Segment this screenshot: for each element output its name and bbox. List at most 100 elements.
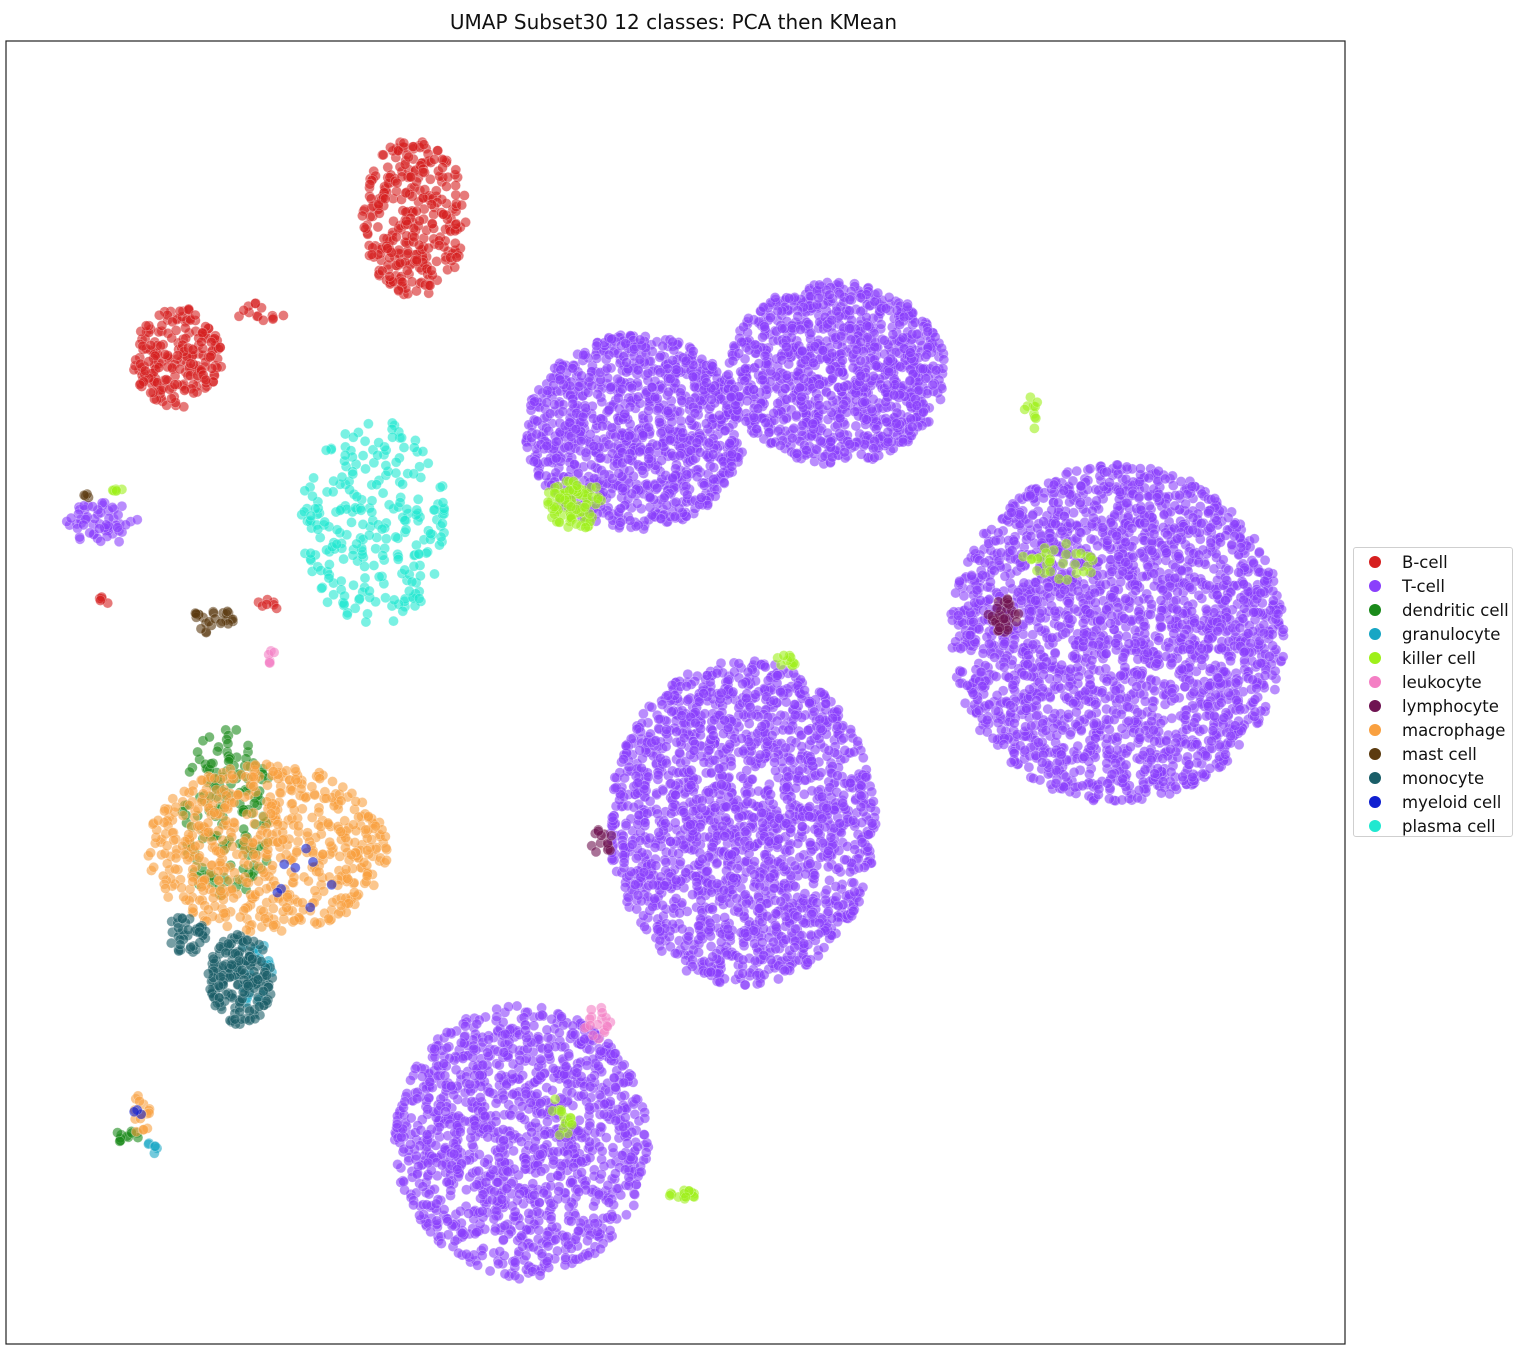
data-point: [1085, 740, 1097, 752]
data-point: [1204, 580, 1215, 592]
data-point: [897, 332, 909, 344]
data-point: [689, 407, 701, 419]
data-point: [554, 374, 566, 386]
data-point: [670, 496, 682, 508]
data-point: [1096, 687, 1108, 699]
data-point: [959, 697, 971, 709]
data-point: [1065, 729, 1076, 741]
data-point: [588, 473, 600, 484]
data-point: [214, 342, 226, 353]
data-point: [1100, 663, 1111, 675]
data-point: [654, 351, 666, 363]
data-point: [1153, 635, 1164, 646]
data-point: [855, 306, 867, 317]
data-point: [366, 249, 378, 260]
data-point: [805, 327, 817, 339]
data-point: [983, 638, 995, 650]
data-point: [882, 355, 894, 367]
data-point: [1047, 712, 1059, 724]
data-point: [450, 219, 462, 230]
data-point: [667, 336, 678, 348]
data-point: [615, 503, 627, 514]
data-point: [783, 293, 795, 304]
data-point: [722, 369, 734, 380]
data-point: [1018, 669, 1030, 681]
data-point: [1121, 461, 1133, 473]
data-point: [261, 599, 273, 610]
data-point: [1064, 517, 1076, 529]
data-point: [1065, 663, 1076, 675]
data-point: [563, 440, 574, 452]
data-point: [178, 401, 190, 413]
data-point: [570, 423, 582, 435]
data-point: [1104, 477, 1115, 488]
data-point: [204, 351, 216, 363]
data-point: [378, 149, 389, 161]
data-point: [1121, 497, 1132, 509]
data-point: [623, 430, 635, 442]
data-point: [845, 334, 857, 346]
data-points: [61, 136, 1289, 1285]
data-point: [603, 439, 615, 451]
data-point: [643, 453, 655, 465]
data-point: [584, 428, 596, 440]
data-point: [433, 240, 445, 251]
data-point: [930, 364, 942, 376]
data-point: [1072, 585, 1084, 597]
data-point: [759, 350, 771, 362]
data-point: [1038, 516, 1049, 527]
data-point: [398, 137, 410, 149]
data-point: [145, 387, 156, 399]
data-point: [1254, 566, 1265, 578]
data-point: [1125, 741, 1136, 753]
data-point: [1059, 584, 1070, 596]
data-point: [869, 341, 881, 353]
data-point: [791, 448, 803, 459]
data-point: [826, 314, 838, 326]
data-point: [425, 174, 436, 185]
data-point: [1278, 624, 1289, 635]
data-point: [654, 416, 665, 428]
data-point: [634, 446, 645, 458]
data-point: [1088, 512, 1099, 524]
data-point: [1164, 614, 1176, 626]
data-point: [814, 279, 825, 291]
data-point: [551, 436, 562, 448]
data-point: [616, 383, 628, 395]
data-point: [1063, 680, 1075, 692]
data-point: [825, 390, 837, 401]
data-point: [707, 449, 719, 460]
data-point: [531, 428, 543, 440]
data-point: [1112, 731, 1123, 743]
data-point: [655, 513, 667, 525]
data-point: [1043, 581, 1054, 593]
data-point: [875, 319, 887, 330]
data-point: [619, 408, 630, 420]
data-point: [172, 350, 183, 361]
data-point: [1150, 675, 1162, 687]
data-point: [1027, 639, 1039, 651]
data-point: [544, 408, 556, 420]
data-point: [1157, 753, 1168, 764]
data-point: [1176, 565, 1188, 577]
data-point: [825, 436, 837, 447]
data-point: [748, 412, 760, 423]
data-point: [1166, 687, 1178, 698]
data-point: [376, 265, 388, 277]
data-point: [159, 349, 171, 360]
data-point: [1052, 497, 1064, 509]
data-point: [891, 418, 902, 429]
data-point: [1223, 687, 1234, 699]
data-point: [411, 285, 422, 297]
data-point: [1238, 594, 1249, 606]
data-point: [1162, 529, 1173, 541]
data-point: [1171, 533, 1183, 545]
data-point: [1068, 766, 1080, 778]
data-point: [1115, 670, 1127, 681]
data-point: [567, 398, 579, 410]
data-point: [882, 426, 894, 438]
data-point: [708, 462, 720, 473]
data-point: [1131, 669, 1143, 681]
data-point: [918, 406, 929, 418]
data-point: [1133, 595, 1145, 607]
